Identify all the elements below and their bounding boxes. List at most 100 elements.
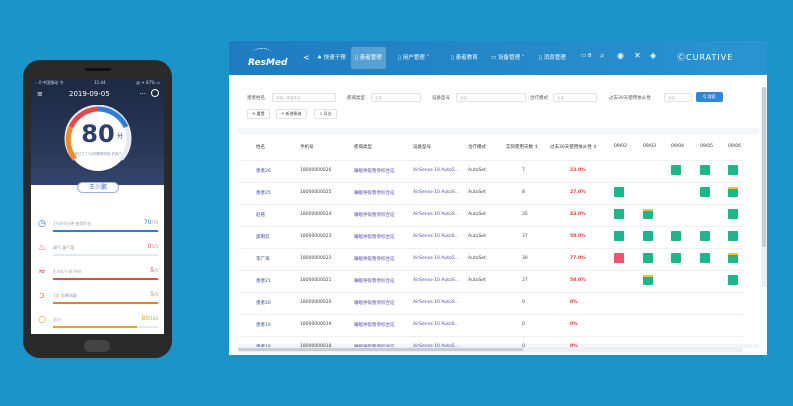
usage-mark-green[interactable] [643,231,653,241]
column-header[interactable]: 实际使用天数 ⇕ [506,145,539,150]
nav-item[interactable]: ▯ 消息管理 [539,55,566,61]
device-model-select[interactable]: 全部 [456,93,526,102]
usage-mark-greenbar[interactable] [643,209,653,219]
cell-name[interactable]: 患者19 [256,323,271,328]
patient-table: 姓名 手机号 疾病类型 设备型号 治疗模式 实际使用天数 ⇕ 过去30天使用依从性 ⇕ 09/… [238,134,759,350]
horizontal-scroll-thumb[interactable] [238,348,523,351]
table-row[interactable]: 患者25 18000000025 睡眠呼吸暂停综合征 AirSense 10 Auto… [238,182,743,204]
cell-name[interactable]: 患者25 [256,191,271,196]
nav-item[interactable]: ▯ 用户管理 ˅ [398,55,430,61]
target-icon[interactable] [151,89,159,97]
export-button[interactable]: ⇩ 导出 [314,109,337,119]
usage-mark-green[interactable] [700,231,710,241]
reset-button[interactable]: ⟲ 重置 [247,109,270,119]
metric-item[interactable]: ♨ 漏气 漏气量 0/25 [37,241,158,261]
column-header: 09/03 [643,144,656,149]
nav-item[interactable]: ▭ 8 [581,53,592,59]
metric-item[interactable]: ○ 总分 80/100 [37,313,158,333]
compliance-select[interactable]: 全部 [664,93,692,102]
usage-mark-green[interactable] [643,253,653,263]
cell-phone: 18000000018 [300,344,332,349]
nav-item[interactable]: ▯ 患者管理 [351,47,386,69]
cell-name[interactable]: 邵明云 [256,235,270,240]
wifi-icon[interactable]: ◈ [650,51,657,60]
cell-phone: 18000000019 [300,322,332,327]
cell-model: AirSense 10 AutoS... [413,300,459,305]
table-row[interactable]: 邵明云 18000000023 睡眠呼吸暂停综合征 AirSense 10 AutoS… [238,226,743,248]
cell-mode: AutoSet [468,168,486,173]
score-unit: 分 [117,133,124,140]
usage-mark-greenbar[interactable] [643,275,653,285]
vertical-scroll-thumb[interactable] [762,87,766,247]
cell-type: 睡眠呼吸暂停综合征 [354,279,395,284]
home-button[interactable] [84,340,110,352]
metric-score: 80 [141,315,150,322]
usage-mark-green[interactable] [614,209,624,219]
metric-item[interactable]: ↄ 7次 面罩佩戴 5/5 [37,289,158,309]
metric-progress-track [53,302,158,304]
nav-item[interactable]: ▭ 设备管理 ˅ [491,55,525,61]
search-button[interactable]: Q 搜索 [696,92,723,102]
cell-days: 27 [522,278,528,283]
usage-mark-green[interactable] [614,231,624,241]
table-row[interactable]: 患者1818000000018睡眠呼吸暂停综合征AirSense 10 Auto… [238,336,743,355]
metric-item[interactable]: ≈4.4次/小时 AHI 5/5 [37,265,158,285]
therapy-mode-select[interactable]: 全部 [553,93,597,102]
score-note: 超过了77%的睡眠呼吸 机用户 [74,152,122,156]
metric-progress-track [53,254,158,256]
disease-type-select[interactable]: 全部 [371,93,421,102]
table-row[interactable]: 患者26 18000000026 睡眠呼吸暂停综合征 AirSense 10 Auto… [238,160,743,182]
cell-pct: 77.0% [570,256,586,261]
table-row[interactable]: 李广海 18000000022 睡眠呼吸暂停综合征 AirSense 10 AutoS… [238,248,743,270]
cell-name[interactable]: 患者26 [256,169,271,174]
cell-pct: 0% [570,322,578,327]
more-icon[interactable]: ··· [139,90,146,98]
therapy-mode-label: 治疗模式 [530,96,548,101]
usage-mark-green[interactable] [728,275,738,285]
cell-pct: 50.0% [570,234,586,239]
usage-mark-green[interactable] [700,253,710,263]
phone-mockup: ...ll 中国移动 令 11:44 @ ✦ 87% ▭ ≡ 2019-09-0… [23,60,172,358]
user-name-button[interactable]: 王少鹏 [77,182,119,193]
date-label[interactable]: 2019-09-05 [69,90,110,98]
usage-mark-green[interactable] [728,165,738,175]
usage-mark-green[interactable] [728,231,738,241]
usage-mark-green[interactable] [700,187,710,197]
cell-name[interactable]: 患者20 [256,301,271,306]
column-header[interactable]: 过去30天使用依从性 ⇕ [550,145,597,150]
usage-mark-greenbar[interactable] [728,187,738,197]
user-icon[interactable]: ◉ [617,51,624,60]
horizontal-scrollbar[interactable] [238,347,743,352]
table-row[interactable]: 患者21 18000000021 睡眠呼吸暂停综合征 AirSense 10 Auto… [238,270,743,292]
cell-name[interactable]: 患者21 [256,279,271,284]
metric-label: 7次 面罩佩戴 [53,293,77,298]
add-patient-button[interactable]: + 新增患者 [276,109,307,119]
nav-item[interactable]: ♠ 快速干预 [317,55,346,61]
cell-name[interactable]: 赵铭 [256,213,265,218]
metric-score: 5 [150,267,155,274]
usage-mark-greenbar[interactable] [728,253,738,263]
vertical-scrollbar[interactable] [761,87,767,287]
back-button[interactable]: < [303,53,310,62]
logo-arc-icon [252,48,272,57]
usage-mark-green[interactable] [728,209,738,219]
search-icon[interactable]: ⌕ [600,51,605,60]
brand-label: ⒸCURATIVE [677,53,734,62]
metric-item[interactable]: ◷ 7小时0分钟 使用时长 70/70 [37,217,158,237]
usage-mark-green[interactable] [671,231,681,241]
usage-mark-green[interactable] [614,187,624,197]
logo[interactable]: ResMed [248,58,288,68]
breath-icon: ≈ [38,267,46,277]
patient-name-input[interactable]: 请输入患者姓名 [272,93,336,102]
tools-icon[interactable]: ✕ [634,51,641,60]
table-row[interactable]: 患者20 18000000020 睡眠呼吸暂停综合征 AirSense 10 Auto… [238,292,743,314]
usage-mark-green[interactable] [671,253,681,263]
hamburger-icon[interactable]: ≡ [37,90,43,98]
usage-mark-green[interactable] [671,165,681,175]
cell-name[interactable]: 李广海 [256,257,270,262]
usage-mark-green[interactable] [700,165,710,175]
table-row[interactable]: 患者19 18000000019 睡眠呼吸暂停综合征 AirSense 10 Auto… [238,314,743,336]
usage-mark-red[interactable] [614,253,624,263]
table-row[interactable]: 赵铭 18000000024 睡眠呼吸暂停综合征 AirSense 10 AutoS.… [238,204,743,226]
nav-item[interactable]: ▯ 患者教育 [451,55,478,61]
